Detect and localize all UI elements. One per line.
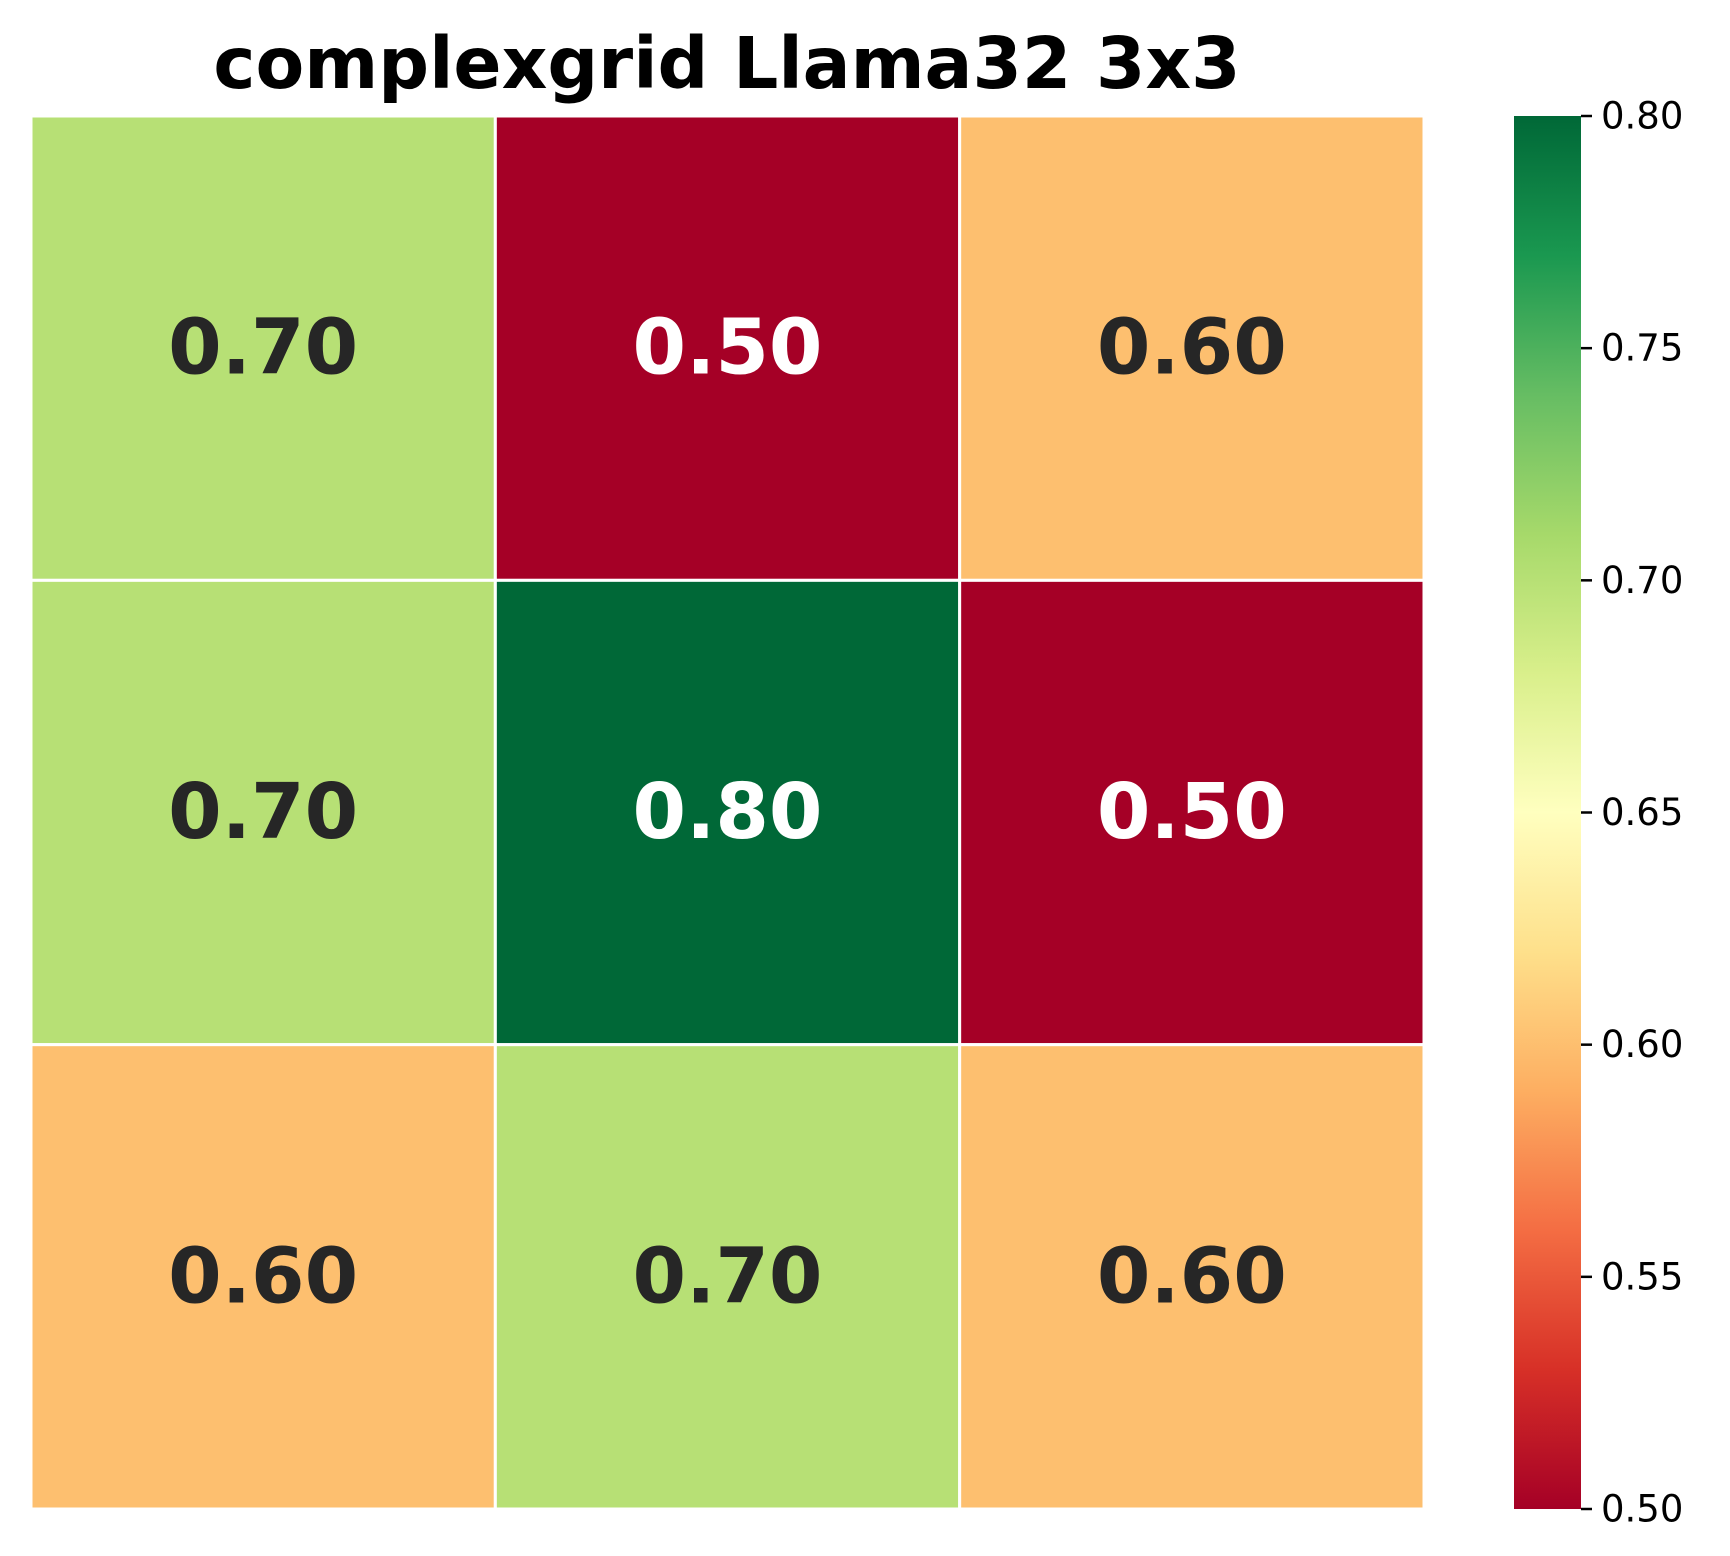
heatmap-cell-r1-c2 bbox=[958, 578, 1426, 1047]
cell-value-label-r1-c2: 0.50 bbox=[1097, 768, 1287, 857]
colorbar-tick-label: 0.65 bbox=[1601, 791, 1683, 834]
heatmap-cell-r2-c1 bbox=[493, 1043, 962, 1511]
cell-value-label-r1-c0: 0.70 bbox=[168, 768, 358, 857]
cell-value-label-r2-c0: 0.60 bbox=[168, 1232, 358, 1321]
heatmap-cell-r2-c2 bbox=[958, 1043, 1426, 1511]
heatmap-cell-r1-c0 bbox=[29, 578, 497, 1047]
chart-title: complexgrid Llama32 3x3 bbox=[213, 22, 1240, 105]
heatmap-cell-r2-c0 bbox=[29, 1043, 497, 1511]
colorbar-tick-label: 0.60 bbox=[1601, 1023, 1683, 1066]
cell-value-label-r0-c2: 0.60 bbox=[1097, 304, 1287, 393]
cell-value-label-r0-c0: 0.70 bbox=[168, 304, 358, 393]
colorbar-tick-label: 0.50 bbox=[1601, 1488, 1683, 1531]
colorbar-tick-label: 0.70 bbox=[1601, 559, 1683, 602]
heatmap-cell-r1-c1 bbox=[493, 578, 962, 1047]
colorbar-tick-label: 0.55 bbox=[1601, 1255, 1683, 1298]
cell-value-label-r2-c1: 0.70 bbox=[633, 1232, 823, 1321]
colorbar-tick-label: 0.80 bbox=[1601, 95, 1683, 138]
colorbar-ticks: 0.50 0.55 0.60 0.65 0.70 0.75 0.80 bbox=[1581, 95, 1683, 1531]
heatmap-cell-r0-c0 bbox=[29, 114, 497, 582]
cell-value-label-r1-c1: 0.80 bbox=[633, 768, 823, 857]
colorbar-tick-label: 0.75 bbox=[1601, 327, 1683, 370]
colorbar bbox=[1514, 116, 1581, 1509]
heatmap-cells bbox=[29, 114, 1426, 1511]
heatmap-cell-r0-c2 bbox=[958, 114, 1426, 582]
cell-value-label-r0-c1: 0.50 bbox=[633, 304, 823, 393]
heatmap-cell-labels: 0.70 0.50 0.60 0.70 0.80 0.50 0.60 0.70 0.60 bbox=[168, 304, 1287, 1322]
heatmap-cell-r0-c1 bbox=[493, 114, 962, 582]
cell-value-label-r2-c2: 0.60 bbox=[1097, 1232, 1287, 1321]
